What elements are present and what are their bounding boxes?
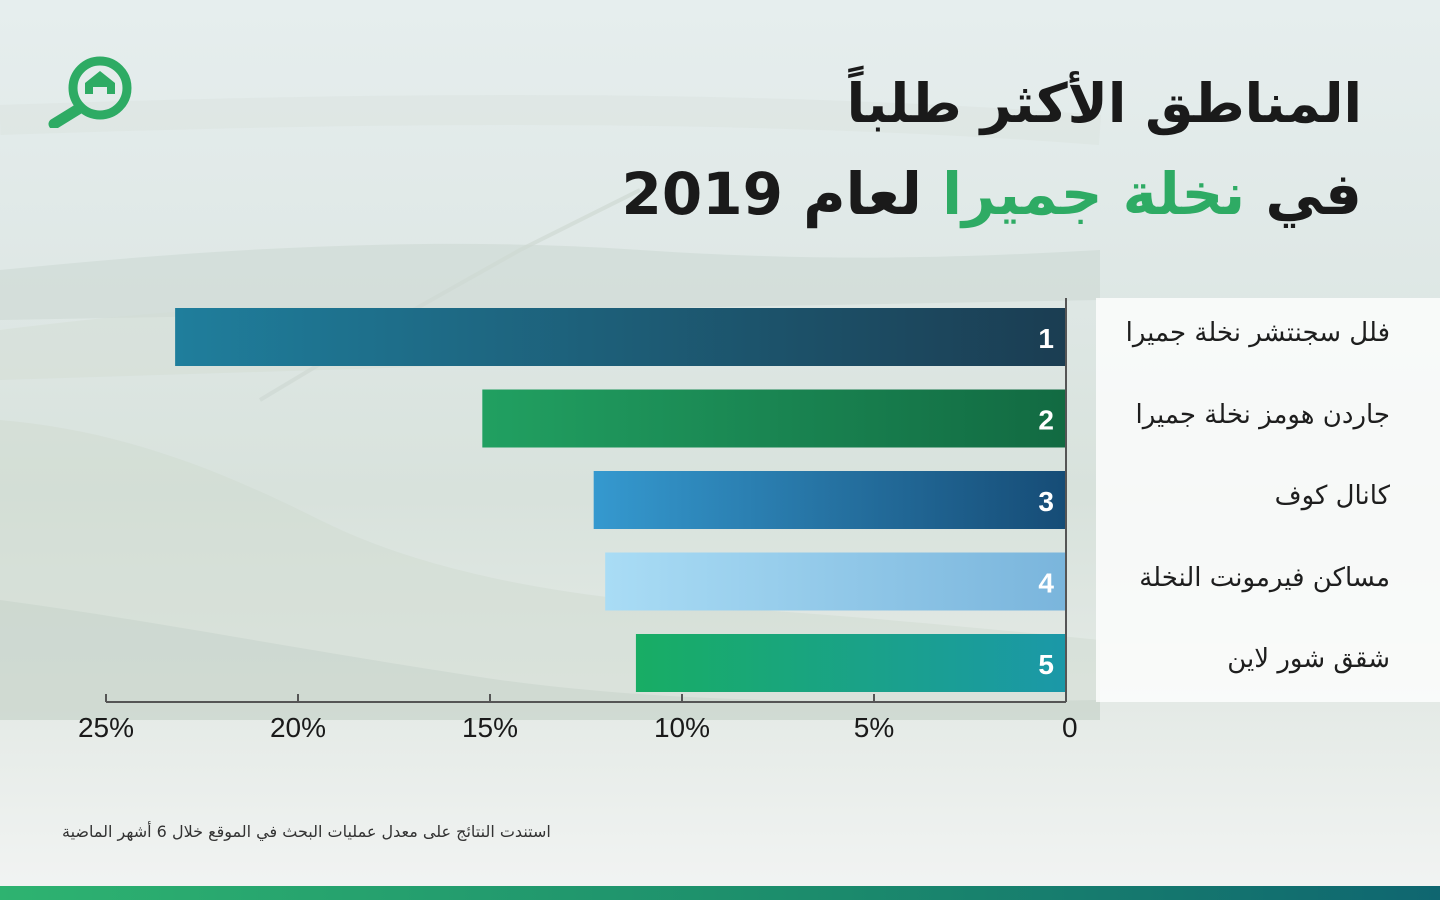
x-tick-label: 15% (462, 712, 518, 743)
title-prefix: في (1265, 160, 1362, 228)
x-tick-label: 10% (654, 712, 710, 743)
bar-2 (482, 389, 1066, 448)
category-label-5: شقق شور لاين (1227, 644, 1390, 674)
chart-title-line-2: في نخلة جميرا لعام 2019 (622, 160, 1362, 228)
rank-label-2: 2 (1038, 405, 1054, 436)
rank-label-5: 5 (1038, 649, 1054, 680)
rank-label-4: 4 (1038, 568, 1054, 599)
footnote: استندت النتائج على معدل عمليات البحث في … (62, 822, 551, 841)
category-label-2: جاردن هومز نخلة جميرا (1135, 399, 1390, 430)
x-tick-label: 20% (270, 712, 326, 743)
x-tick-label: 25% (78, 712, 134, 743)
chart-title-line-1: المناطق الأكثر طلباً (846, 72, 1362, 135)
bar-5 (635, 634, 1066, 692)
category-label-panel (1096, 298, 1440, 702)
bar-3 (593, 471, 1066, 529)
category-label-1: فلل سجنتشر نخلة جميرا (1125, 318, 1390, 348)
house-search-icon[interactable] (44, 56, 140, 128)
rank-label-1: 1 (1038, 323, 1054, 354)
bar-1 (175, 308, 1066, 366)
x-tick-label: 0 (1062, 712, 1078, 743)
bottom-accent-bar (0, 886, 1440, 900)
x-tick-label: 5% (854, 712, 894, 743)
category-label-4: مساكن فيرمونت النخلة (1139, 562, 1390, 593)
title-highlight: نخلة جميرا (942, 160, 1246, 228)
category-label-3: كانال كوف (1274, 481, 1390, 511)
title-suffix: لعام 2019 (621, 160, 922, 228)
bar-4 (605, 552, 1066, 611)
rank-label-3: 3 (1038, 486, 1054, 517)
